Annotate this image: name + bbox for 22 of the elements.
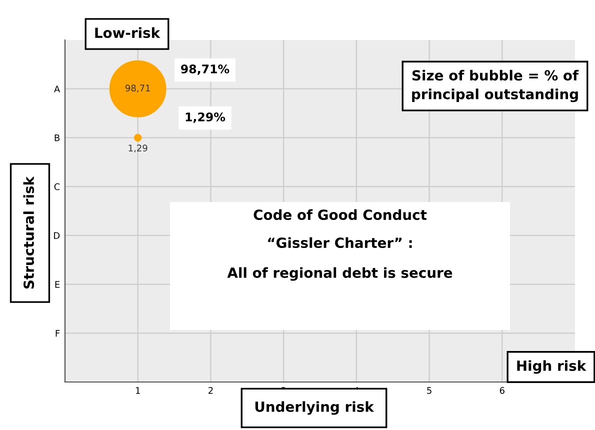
y-tick-label: C bbox=[54, 183, 60, 190]
x-tick-label: 1 bbox=[136, 387, 140, 394]
x-tick-label: 5 bbox=[427, 387, 432, 394]
data-label: 1,29 bbox=[128, 144, 148, 152]
y-tick-label: D bbox=[54, 232, 60, 239]
annotation: “Gissler Charter” : bbox=[268, 237, 412, 248]
data-label: 98,71 bbox=[126, 84, 150, 92]
y-tick-label: E bbox=[55, 281, 60, 288]
y-tick-label: B bbox=[54, 134, 60, 142]
annotation: All of regional debt is secure bbox=[227, 267, 452, 281]
y-axis-title: Structural risk bbox=[23, 176, 34, 289]
annotation: Size of bubble = % of principal outstanding bbox=[412, 70, 579, 102]
text: Low-risk bbox=[95, 27, 160, 38]
x-axis-title: Underlying risk bbox=[255, 401, 374, 415]
annotation: High risk bbox=[517, 360, 586, 374]
y-tick-label: F bbox=[56, 330, 60, 337]
y-tick-label: A bbox=[54, 86, 60, 92]
annotation: 98,71% bbox=[181, 64, 230, 75]
annotation: Code of Good Conduct bbox=[254, 209, 427, 220]
x-tick-label: 6 bbox=[500, 387, 504, 394]
annotation: 1,29% bbox=[186, 112, 226, 123]
x-tick-label: 2 bbox=[208, 387, 213, 394]
